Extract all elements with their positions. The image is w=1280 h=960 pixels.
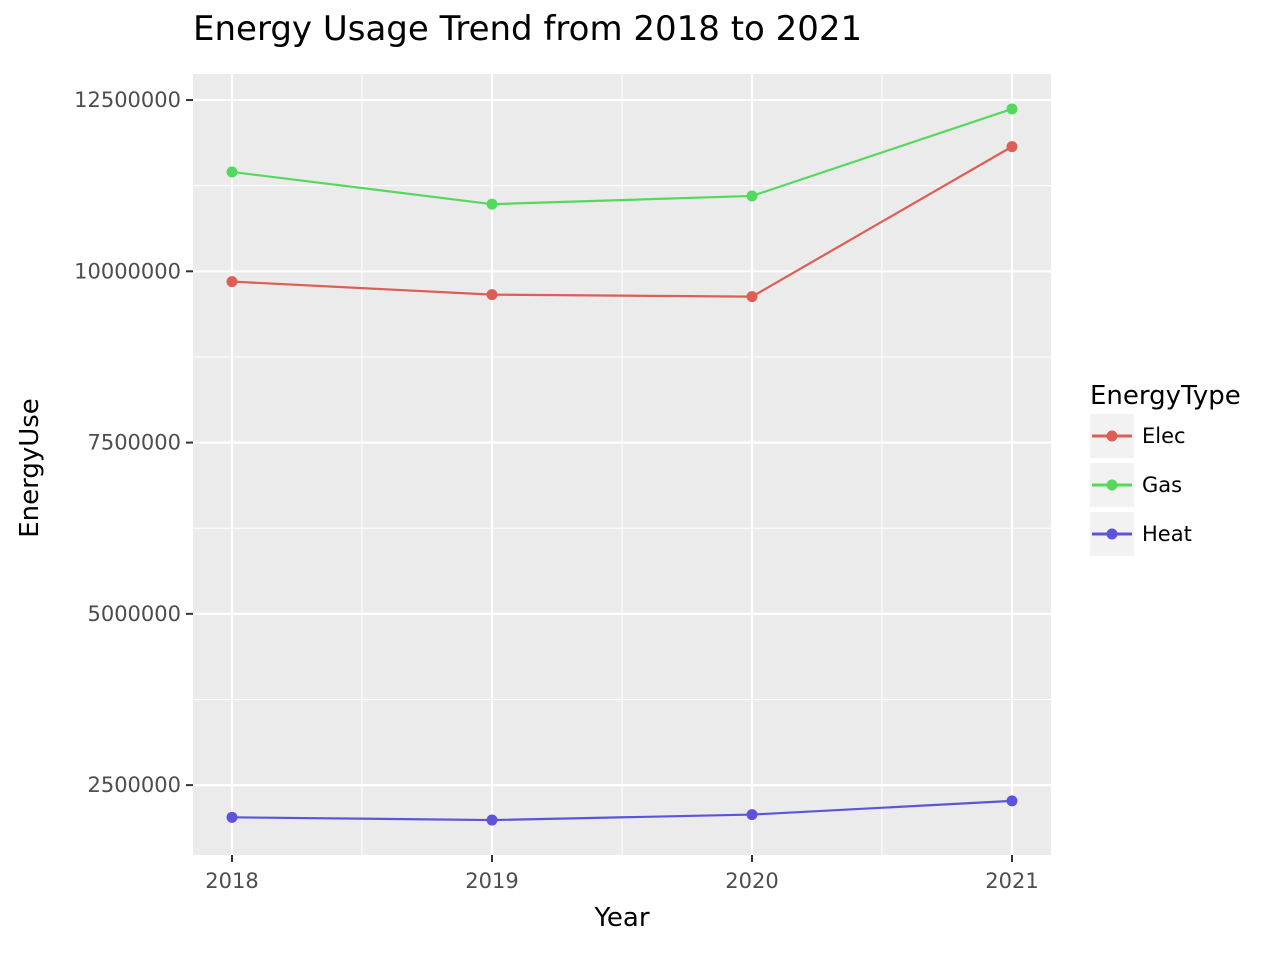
y-tick-label: 7500000 (87, 431, 181, 455)
x-tick-label: 2019 (465, 869, 518, 893)
legend-label-gas: Gas (1142, 473, 1182, 497)
x-tick-label: 2021 (985, 869, 1038, 893)
data-point-gas (226, 166, 238, 178)
x-axis-title: Year (593, 903, 649, 933)
series-line-gas (231, 107, 1013, 206)
data-point-elec (1006, 141, 1018, 153)
y-tick-label: 12500000 (74, 88, 181, 112)
data-point-elec (746, 291, 758, 303)
data-point-gas (486, 198, 498, 210)
y-tick-label: 5000000 (87, 602, 181, 626)
series-line-elec (231, 145, 1013, 298)
y-axis: 2500000 5000000 7500000 10000000 12500000 (74, 88, 193, 797)
x-tick-label: 2018 (205, 869, 258, 893)
data-point-gas (746, 190, 758, 202)
data-point-gas (1006, 103, 1018, 115)
data-point-heat (486, 814, 498, 826)
chart-title: Energy Usage Trend from 2018 to 2021 (193, 9, 862, 49)
data-point-elec (226, 276, 238, 288)
legend-title: EnergyType (1090, 381, 1241, 411)
data-point-heat (1006, 795, 1018, 807)
legend-label-heat: Heat (1142, 522, 1192, 546)
series-layer (226, 103, 1018, 826)
legend-key-point-heat (1106, 528, 1118, 540)
y-tick-label: 2500000 (87, 773, 181, 797)
data-point-elec (486, 289, 498, 301)
x-axis: 2018 2019 2020 2021 (205, 855, 1039, 893)
grid-lines (193, 74, 1051, 855)
series-line-heat (231, 799, 1013, 822)
y-axis-title: EnergyUse (15, 398, 45, 538)
legend-label-elec: Elec (1142, 424, 1186, 448)
legend-key-point-elec (1106, 430, 1118, 442)
data-point-heat (226, 811, 238, 823)
data-point-heat (746, 809, 758, 821)
x-tick-label: 2020 (725, 869, 778, 893)
legend: EnergyType Elec Gas Heat (1090, 381, 1241, 556)
y-tick-label: 10000000 (74, 259, 181, 283)
legend-key-point-gas (1106, 479, 1118, 491)
